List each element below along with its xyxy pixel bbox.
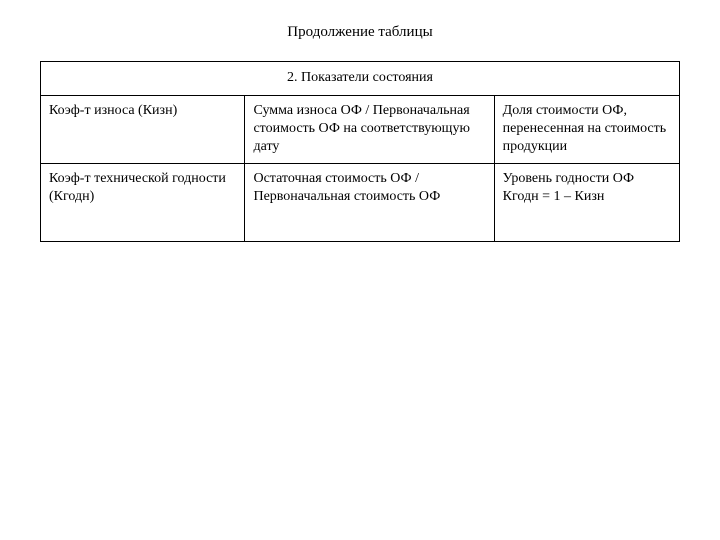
cell-formula: Сумма износа ОФ / Первоначальная стоимос… bbox=[245, 96, 494, 164]
section-header-row: 2. Показатели состояния bbox=[41, 62, 680, 96]
cell-description: Уровень годности ОФКгодн = 1 – Кизн bbox=[494, 163, 679, 241]
cell-formula: Остаточная стоимость ОФ / Первоначальная… bbox=[245, 163, 494, 241]
page-title: Продолжение таблицы bbox=[40, 24, 680, 41]
cell-indicator-name: Коэф-т технической годности (Кгодн) bbox=[41, 163, 245, 241]
cell-indicator-name: Коэф-т износа (Кизн) bbox=[41, 96, 245, 164]
indicators-table: 2. Показатели состояния Коэф-т износа (К… bbox=[40, 61, 680, 242]
table-row: Коэф-т износа (Кизн) Сумма износа ОФ / П… bbox=[41, 96, 680, 164]
section-header: 2. Показатели состояния bbox=[41, 62, 680, 96]
table-row: Коэф-т технической годности (Кгодн) Оста… bbox=[41, 163, 680, 241]
cell-description: Доля стоимости ОФ, перенесенная на стоим… bbox=[494, 96, 679, 164]
